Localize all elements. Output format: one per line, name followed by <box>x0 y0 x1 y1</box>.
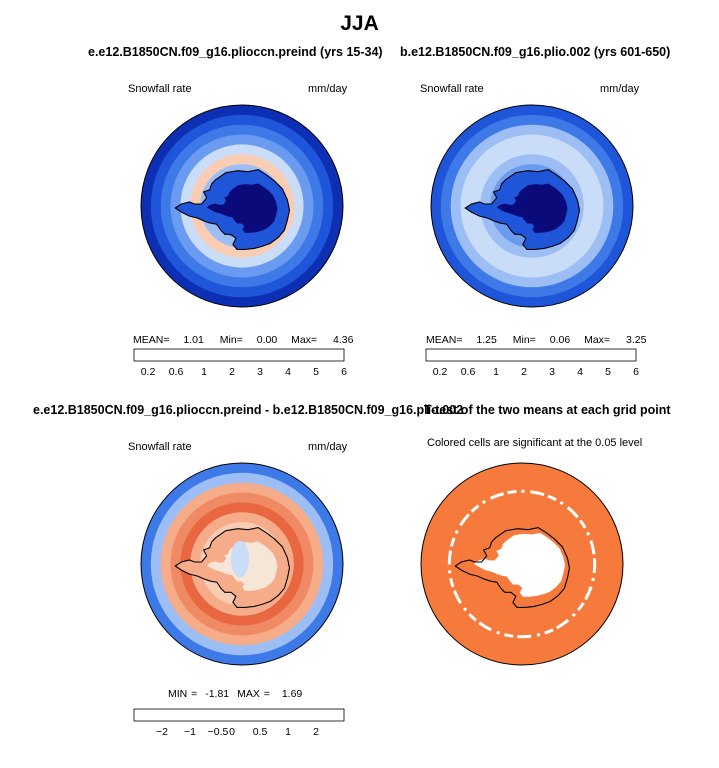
panel3-max-value: 1.69 <box>281 688 303 700</box>
panel2-stats: MEAN= 1.25 Min= 0.06 Max= 3.25 <box>426 334 646 346</box>
panel2-variable: Snowfall rate <box>420 83 484 95</box>
panel1-colorbar-frame <box>133 348 345 362</box>
panel1-max-label: Max= <box>291 334 318 346</box>
panel1-colorbar-tick-label: 0.6 <box>169 366 184 378</box>
panel2-mean-label: MEAN= <box>426 334 463 346</box>
panel1-stats: MEAN= 1.01 Min= 0.00 Max= 4.36 <box>133 334 353 346</box>
panel2-max-label: Max= <box>584 334 611 346</box>
panel3-map <box>140 462 344 666</box>
panel1-colorbar-tick-label: 6 <box>341 366 347 378</box>
panel1-units: mm/day <box>308 83 348 95</box>
panel1-colorbar-tick-label: 3 <box>257 366 263 378</box>
panel4-map-border <box>420 462 624 666</box>
panel2-map-border <box>430 104 634 308</box>
panel3-colorbar-tick-label: −2 <box>156 726 168 738</box>
panel2-min-label: Min= <box>512 334 536 346</box>
panel2-colorbar: 0.2 0.6 1 2 3 4 5 6 <box>425 348 639 378</box>
panel3-min-value: -1.81 <box>205 688 230 700</box>
panel1-max-value: 4.36 <box>332 334 354 346</box>
panel3-colorbar-tick-label: −0.5 <box>208 726 229 738</box>
panel1-coastline <box>174 169 291 250</box>
panel3-variable: Snowfall rate <box>128 441 192 453</box>
panel2-colorbar-tick-label: 2 <box>521 366 527 378</box>
panel1-plateau-fill <box>206 183 278 233</box>
panel2-colorbar-frame <box>425 348 637 362</box>
panel2-colorbar-tick-label: 0.2 <box>433 366 448 378</box>
panel2-colorbar-tick-label: 6 <box>633 366 639 378</box>
panel3-colorbar-tick-label: 0.5 <box>253 726 268 738</box>
panel3-min-label: MIN = <box>168 688 198 700</box>
panel4-not-significant-region <box>473 532 565 597</box>
panel3-negative-patch <box>230 540 250 578</box>
panel2-colorbar-tick-label: 0.6 <box>461 366 476 378</box>
panel1-colorbar-tick-label: 0.2 <box>141 366 156 378</box>
panel3-stats: MIN = -1.81 MAX = 1.69 <box>168 688 302 700</box>
panel1-colorbar-tick-label: 4 <box>285 366 291 378</box>
panel4-map <box>420 462 624 666</box>
panel3-colorbar-frame <box>133 708 345 722</box>
panel4-title: T-test of the two means at each grid poi… <box>424 403 671 417</box>
panel1-colorbar-tick-label: 1 <box>201 366 207 378</box>
panel2-colorbar-tick-label: 1 <box>493 366 499 378</box>
panel2-coastline <box>464 169 581 250</box>
panel1-min-label: Min= <box>219 334 243 346</box>
panel2-colorbar-tick-label: 3 <box>549 366 555 378</box>
panel3-colorbar-tick-label: −1 <box>184 726 196 738</box>
panel4-not-significant-ring <box>447 489 597 639</box>
panel3-colorbar-tick-label: 2 <box>313 726 319 738</box>
panel3-units: mm/day <box>308 441 348 453</box>
panel3-max-label: MAX = <box>237 688 270 700</box>
panel1-map-border <box>140 104 344 308</box>
panel1-mean-label: MEAN= <box>133 334 170 346</box>
panel2-title: b.e12.B1850CN.f09_g16.plio.002 (yrs 601-… <box>400 45 671 59</box>
panel3-colorbar-tick-label: 1 <box>285 726 291 738</box>
panel2-map <box>430 104 634 308</box>
panel2-colorbar-tick-label: 4 <box>577 366 583 378</box>
panel1-map <box>140 104 344 308</box>
panel3-colorbar-tick-label: 0 <box>229 726 235 738</box>
panel4-subtitle: Colored cells are significant at the 0.0… <box>427 437 643 449</box>
panel3-map-border <box>140 462 344 666</box>
panel1-mean-value: 1.01 <box>183 334 204 346</box>
panel1-min-value: 0.00 <box>256 334 278 346</box>
panel2-min-value: 0.06 <box>549 334 571 346</box>
panel1-title: e.e12.B1850CN.f09_g16.plioccn.preind (yr… <box>88 45 383 59</box>
panel4-coastline <box>454 527 571 608</box>
panel2-colorbar-tick-label: 5 <box>605 366 611 378</box>
panel2-units: mm/day <box>600 83 640 95</box>
panel2-mean-value: 1.25 <box>476 334 497 346</box>
panel3-coastline <box>174 527 291 608</box>
panel2-max-value: 3.25 <box>625 334 647 346</box>
panel3-title: e.e12.B1850CN.f09_g16.plioccn.preind - b… <box>33 403 464 417</box>
panel1-colorbar-tick-label: 2 <box>229 366 235 378</box>
panel1-variable: Snowfall rate <box>128 83 192 95</box>
panel1-colorbar: 0.2 0.6 1 2 3 4 5 6 <box>133 348 347 378</box>
panel1-colorbar-tick-label: 5 <box>313 366 319 378</box>
panel3-colorbar: −2 −1 −0.5 0 0.5 1 2 <box>133 708 345 738</box>
figure-title: JJA <box>340 12 379 35</box>
panel2-plateau-fill <box>496 183 568 233</box>
